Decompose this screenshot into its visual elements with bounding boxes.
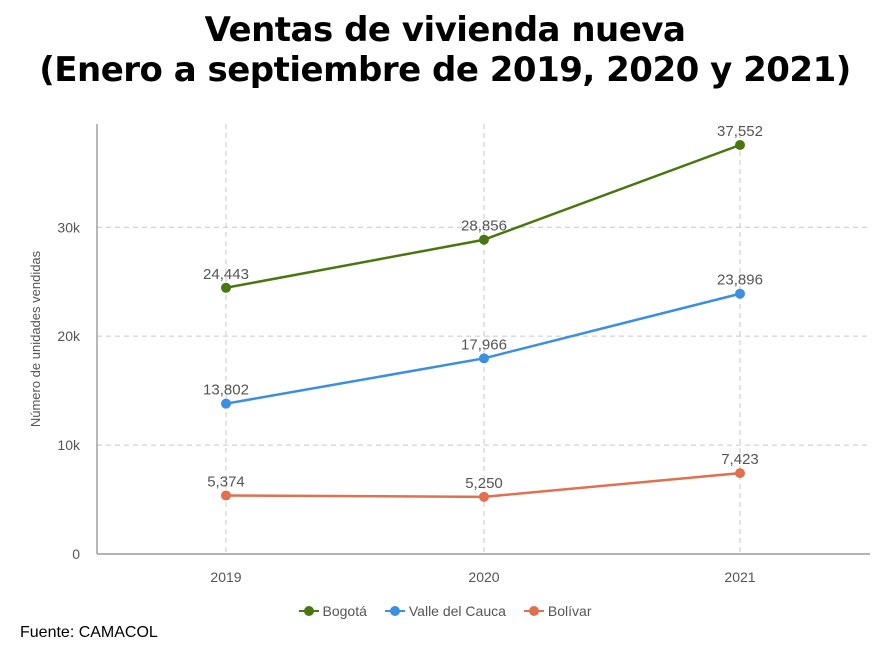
data-label: 7,423 (721, 451, 759, 468)
legend: Bogotá Valle del Cauca Bolívar (0, 603, 890, 619)
data-point (479, 234, 489, 245)
legend-label: Bogotá (322, 603, 367, 619)
axes: 0 10k 20k 30k 2019 2020 2021 Número de unidades… (28, 124, 870, 585)
x-tick-label: 2021 (724, 569, 755, 585)
y-tick-label: 20k (57, 328, 81, 344)
legend-marker-icon (298, 606, 319, 616)
legend-marker-icon (384, 606, 405, 616)
legend-item[interactable]: Bolívar (523, 603, 592, 619)
source-note: Fuente: CAMACOL (20, 624, 158, 641)
legend-item[interactable]: Valle del Cauca (384, 603, 506, 619)
y-tick-label: 30k (57, 219, 81, 235)
chart-title-line-1: Ventas de vivienda nueva (204, 10, 686, 50)
series-layer (221, 140, 745, 502)
series-line-0 (225, 143, 741, 290)
legend-label: Valle del Cauca (408, 603, 506, 619)
data-point (221, 282, 231, 293)
data-point (735, 288, 745, 299)
data-label: 24,443 (203, 266, 249, 283)
chart-title: Ventas de vivienda nueva (Enero a septie… (0, 10, 890, 90)
x-tick-label: 2020 (468, 569, 499, 585)
data-label: 17,966 (461, 336, 507, 353)
y-axis-label: Número de unidades vendidas (28, 250, 43, 427)
data-label: 5,250 (465, 475, 503, 492)
data-labels: 24,443 28,856 37,552 13,802 17,966 23,896 5,37… (203, 123, 763, 492)
data-label: 5,374 (207, 473, 245, 490)
data-point (479, 353, 489, 364)
data-point (221, 398, 231, 409)
grid (97, 124, 870, 554)
chart-title-line-2: (Enero a septiembre de 2019, 2020 y 2021… (39, 50, 851, 90)
data-point (735, 468, 745, 479)
data-point (735, 140, 745, 150)
data-label: 28,856 (461, 218, 507, 235)
legend-marker-icon (523, 606, 544, 616)
legend-item[interactable]: Bogotá (298, 603, 367, 619)
x-tick-label: 2019 (210, 569, 241, 585)
data-point (221, 490, 231, 501)
y-tick-label: 0 (72, 546, 80, 562)
data-label: 37,552 (717, 123, 763, 140)
y-tick-label: 10k (57, 437, 81, 453)
data-label: 13,802 (203, 382, 249, 399)
data-label: 23,896 (717, 272, 763, 289)
data-point (479, 491, 489, 502)
legend-label: Bolívar (547, 603, 592, 619)
